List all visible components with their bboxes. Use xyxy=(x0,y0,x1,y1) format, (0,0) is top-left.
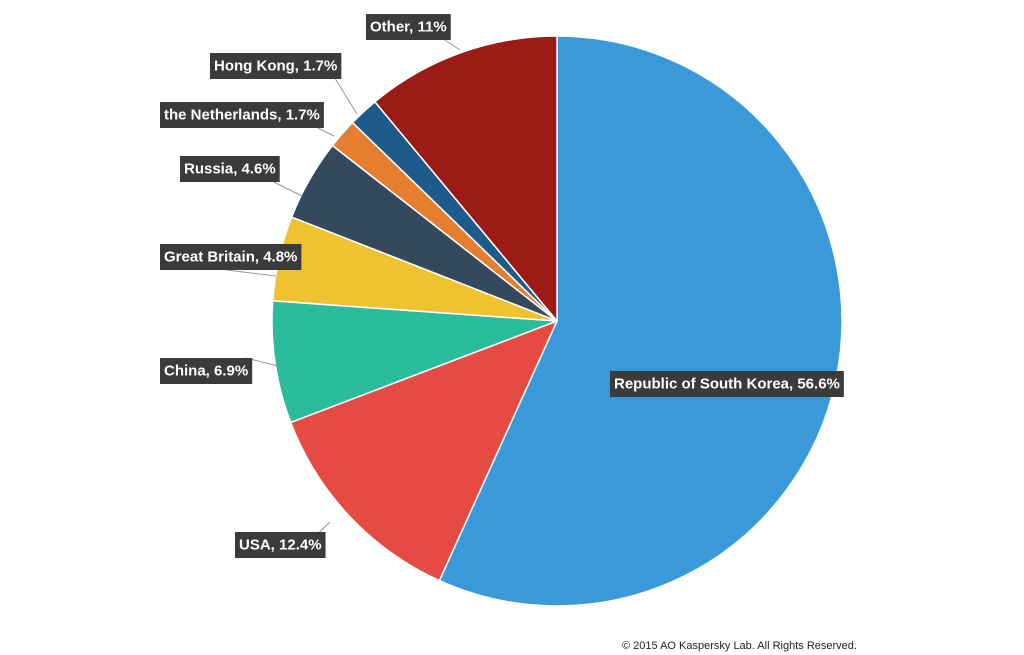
slice-label-5: the Netherlands, 1.7% xyxy=(160,102,324,128)
slice-label-1: USA, 12.4% xyxy=(235,532,326,558)
leader-line-5 xyxy=(317,127,335,137)
slice-label-box-5 xyxy=(160,102,324,128)
slice-label-text-0: Republic of South Korea, 56.6% xyxy=(614,376,840,393)
slice-label-box-1 xyxy=(235,532,326,558)
pie-slices xyxy=(271,35,843,607)
slice-label-box-6 xyxy=(210,53,342,79)
slice-label-text-1: USA, 12.4% xyxy=(239,537,322,554)
slice-label-box-7 xyxy=(366,14,451,40)
leader-line-7 xyxy=(444,39,461,51)
slice-label-box-0 xyxy=(610,371,844,397)
slice-label-box-3 xyxy=(160,244,302,270)
leader-line-4 xyxy=(273,181,303,197)
slice-label-box-4 xyxy=(180,156,280,182)
slice-label-4: Russia, 4.6% xyxy=(180,156,280,182)
slice-label-text-4: Russia, 4.6% xyxy=(184,161,276,178)
slice-label-box-2 xyxy=(160,358,253,384)
pie-slice-1 xyxy=(289,319,559,582)
slice-label-7: Other, 11% xyxy=(366,14,451,40)
copyright-notice: © 2015 AO Kaspersky Lab. All Rights Rese… xyxy=(622,640,857,652)
slice-label-0: Republic of South Korea, 56.6% xyxy=(610,371,844,397)
slice-label-text-7: Other, 11% xyxy=(370,19,447,36)
slice-label-text-3: Great Britain, 4.8% xyxy=(164,249,297,266)
leader-line-3 xyxy=(226,269,277,277)
leader-line-6 xyxy=(334,78,358,115)
pie-slice-7 xyxy=(373,35,558,324)
slice-label-text-5: the Netherlands, 1.7% xyxy=(164,107,320,124)
slice-label-3: Great Britain, 4.8% xyxy=(160,244,302,270)
leader-line-1 xyxy=(319,521,331,533)
slice-label-text-6: Hong Kong, 1.7% xyxy=(214,58,337,75)
slice-label-2: China, 6.9% xyxy=(160,358,253,384)
slice-label-text-2: China, 6.9% xyxy=(164,363,248,380)
slice-labels: Republic of South Korea, 56.6% USA, 12.4%… xyxy=(160,14,844,558)
leader-lines xyxy=(226,39,461,533)
pie-slice-2 xyxy=(271,300,558,424)
slice-label-6: Hong Kong, 1.7% xyxy=(210,53,342,79)
